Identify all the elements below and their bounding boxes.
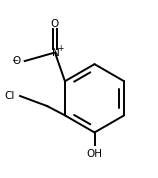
Text: Cl: Cl — [4, 91, 15, 101]
Text: N: N — [52, 48, 60, 57]
Text: −: − — [11, 56, 18, 65]
Text: +: + — [58, 44, 64, 53]
Text: O: O — [51, 19, 59, 29]
Text: OH: OH — [87, 149, 103, 159]
Text: O: O — [12, 56, 21, 66]
